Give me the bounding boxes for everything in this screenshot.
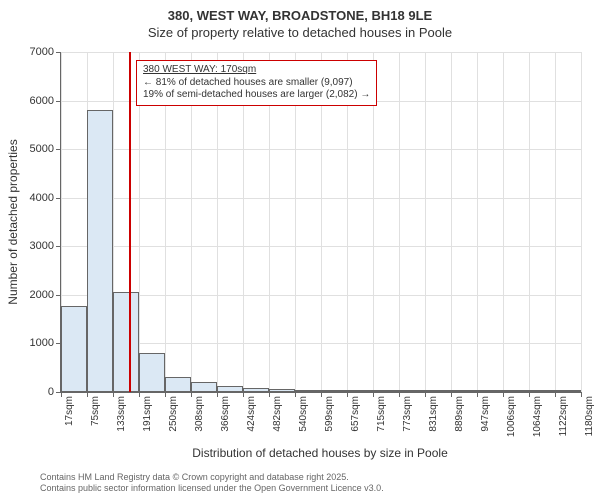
- x-tick-mark: [399, 392, 400, 397]
- x-tick-mark: [295, 392, 296, 397]
- histogram-bar: [477, 390, 503, 392]
- histogram-bar: [295, 390, 321, 392]
- x-tick-label: 308sqm: [194, 396, 205, 432]
- x-tick-label: 17sqm: [64, 396, 75, 426]
- x-tick-mark: [243, 392, 244, 397]
- x-tick-mark: [61, 392, 62, 397]
- footer-attribution: Contains HM Land Registry data © Crown c…: [40, 472, 384, 495]
- gridline-v: [477, 52, 478, 392]
- gridline-v: [555, 52, 556, 392]
- y-tick-label: 7000: [4, 46, 54, 58]
- x-tick-mark: [217, 392, 218, 397]
- histogram-bar: [321, 390, 347, 392]
- x-tick-mark: [529, 392, 530, 397]
- histogram-bar: [139, 353, 165, 392]
- x-tick-label: 424sqm: [246, 396, 257, 432]
- histogram-bar: [529, 390, 555, 392]
- x-tick-mark: [269, 392, 270, 397]
- histogram-bar: [191, 382, 217, 392]
- histogram-bar: [113, 292, 139, 392]
- footer-line-2: Contains public sector information licen…: [40, 483, 384, 494]
- x-tick-label: 482sqm: [272, 396, 283, 432]
- marker-line: [129, 52, 131, 392]
- y-tick-label: 2000: [4, 289, 54, 301]
- x-tick-mark: [113, 392, 114, 397]
- x-tick-mark: [139, 392, 140, 397]
- histogram-bar: [503, 390, 529, 392]
- x-tick-mark: [503, 392, 504, 397]
- gridline-v: [581, 52, 582, 392]
- histogram-bar: [61, 306, 87, 392]
- y-tick-label: 5000: [4, 143, 54, 155]
- annotation-line: 380 WEST WAY: 170sqm: [143, 64, 370, 77]
- x-tick-mark: [451, 392, 452, 397]
- x-tick-label: 540sqm: [298, 396, 309, 432]
- x-tick-label: 1006sqm: [506, 396, 517, 437]
- x-tick-label: 75sqm: [90, 396, 101, 426]
- histogram-bar: [399, 390, 425, 392]
- y-tick-label: 6000: [4, 95, 54, 107]
- x-tick-label: 773sqm: [402, 396, 413, 432]
- x-tick-label: 191sqm: [142, 396, 153, 432]
- histogram-bar: [217, 386, 243, 392]
- gridline-v: [425, 52, 426, 392]
- histogram-bar: [451, 390, 477, 392]
- x-tick-label: 889sqm: [454, 396, 465, 432]
- x-tick-mark: [87, 392, 88, 397]
- x-tick-mark: [165, 392, 166, 397]
- x-tick-label: 947sqm: [480, 396, 491, 432]
- x-tick-mark: [555, 392, 556, 397]
- x-axis-label: Distribution of detached houses by size …: [60, 446, 580, 460]
- title-line-2: Size of property relative to detached ho…: [0, 23, 600, 40]
- x-tick-label: 1064sqm: [532, 396, 543, 437]
- x-tick-mark: [425, 392, 426, 397]
- x-tick-label: 831sqm: [428, 396, 439, 432]
- plot-area: 380 WEST WAY: 170sqm← 81% of detached ho…: [60, 52, 581, 393]
- y-axis-label: Number of detached properties: [6, 139, 20, 304]
- x-tick-mark: [347, 392, 348, 397]
- x-tick-label: 366sqm: [220, 396, 231, 432]
- x-tick-mark: [373, 392, 374, 397]
- histogram-bar: [373, 390, 399, 392]
- y-tick-label: 4000: [4, 192, 54, 204]
- x-tick-label: 715sqm: [376, 396, 387, 432]
- annotation-box: 380 WEST WAY: 170sqm← 81% of detached ho…: [136, 60, 377, 106]
- histogram-bar: [347, 390, 373, 392]
- x-tick-label: 599sqm: [324, 396, 335, 432]
- y-tick-label: 0: [4, 386, 54, 398]
- chart-container: 380, WEST WAY, BROADSTONE, BH18 9LE Size…: [0, 0, 600, 500]
- histogram-bar: [425, 390, 451, 392]
- footer-line-1: Contains HM Land Registry data © Crown c…: [40, 472, 384, 483]
- x-tick-mark: [321, 392, 322, 397]
- y-tick-label: 1000: [4, 337, 54, 349]
- y-tick-label: 3000: [4, 240, 54, 252]
- histogram-bar: [269, 389, 295, 392]
- histogram-bar: [165, 377, 191, 392]
- x-tick-label: 657sqm: [350, 396, 361, 432]
- histogram-bar: [87, 110, 113, 392]
- gridline-v: [451, 52, 452, 392]
- gridline-v: [399, 52, 400, 392]
- gridline-v: [503, 52, 504, 392]
- x-tick-mark: [477, 392, 478, 397]
- gridline-v: [529, 52, 530, 392]
- x-tick-label: 250sqm: [168, 396, 179, 432]
- x-tick-label: 1122sqm: [558, 396, 569, 436]
- x-tick-label: 133sqm: [116, 396, 127, 432]
- histogram-bar: [243, 388, 269, 392]
- x-tick-mark: [581, 392, 582, 397]
- x-tick-mark: [191, 392, 192, 397]
- annotation-line: 19% of semi-detached houses are larger (…: [143, 89, 370, 102]
- annotation-line: ← 81% of detached houses are smaller (9,…: [143, 77, 370, 90]
- x-tick-label: 1180sqm: [584, 396, 595, 436]
- histogram-bar: [555, 390, 581, 392]
- title-line-1: 380, WEST WAY, BROADSTONE, BH18 9LE: [0, 0, 600, 23]
